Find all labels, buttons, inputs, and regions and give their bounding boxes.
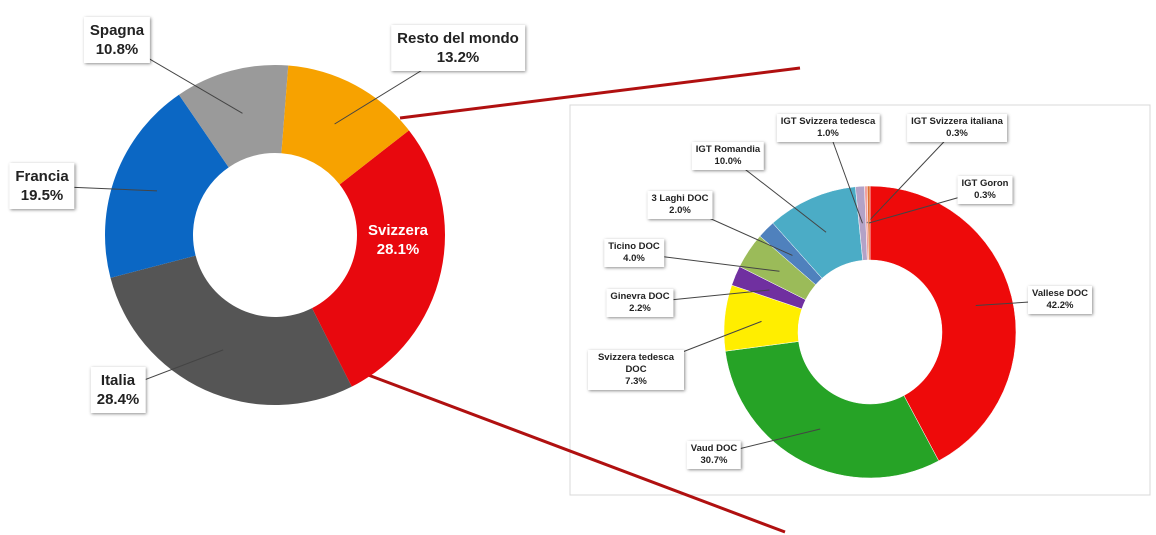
label-value: 1.0%	[817, 128, 839, 139]
label-value: 10.0%	[714, 156, 742, 167]
slice	[866, 185, 871, 261]
label-name: Ticino DOC	[608, 241, 660, 252]
slice	[110, 255, 352, 406]
data-label: IGT Goron 0.3%	[957, 176, 1013, 204]
slice	[312, 130, 445, 387]
label-name: Svizzera tedesca DOC	[597, 352, 675, 375]
zoom-line	[399, 66, 801, 120]
slice	[105, 94, 229, 278]
label-value: 2.0%	[669, 205, 691, 216]
label-value: 0.3%	[946, 128, 968, 139]
data-label: Ginevra DOC 2.2%	[606, 289, 674, 317]
label-name: IGT Goron	[961, 178, 1009, 189]
label-value: 4.0%	[623, 253, 645, 264]
label-value: 42.2%	[1046, 300, 1074, 311]
label-value: 2.2%	[629, 303, 651, 314]
slice	[869, 185, 1017, 462]
data-label: Ticino DOC 4.0%	[604, 239, 664, 267]
label-value: 19.5%	[20, 187, 64, 204]
label-name: Francia	[15, 168, 69, 185]
label-name: Spagna	[89, 22, 145, 39]
label-value: 7.3%	[625, 376, 647, 387]
leader-line	[827, 127, 863, 224]
label-value: 30.7%	[700, 455, 728, 466]
data-label: Vaud DOC 30.7%	[686, 441, 742, 469]
label-name: Svizzera	[367, 222, 429, 239]
data-label: 3 Laghi DOC 2.0%	[647, 191, 713, 219]
data-label: Resto del mondo 13.2%	[391, 25, 525, 71]
data-label: IGT Romandia 10.0%	[691, 142, 765, 170]
label-name: IGT Svizzera italiana	[911, 116, 1003, 127]
data-label: Italia 28.4%	[90, 367, 146, 413]
slice	[178, 65, 289, 168]
label-name: 3 Laghi DOC	[651, 193, 709, 204]
data-label: Vallese DOC 42.2%	[1028, 286, 1092, 314]
data-label: Francia 19.5%	[9, 163, 75, 209]
label-name: Vaud DOC	[690, 443, 738, 454]
label-name: IGT Svizzera tedesca	[780, 116, 876, 127]
label-name: IGT Romandia	[695, 144, 761, 155]
label-name: Ginevra DOC	[610, 291, 670, 302]
data-label: IGT Svizzera tedesca 1.0%	[776, 114, 880, 142]
label-value: 13.2%	[436, 49, 480, 66]
data-label: Svizzera 28.1%	[362, 217, 434, 263]
data-label: Spagna 10.8%	[83, 17, 151, 63]
label-value: 0.3%	[974, 190, 996, 201]
zoom-line	[354, 368, 786, 534]
leader-line	[866, 127, 958, 224]
label-value: 10.8%	[95, 41, 139, 58]
label-value: 28.1%	[376, 241, 420, 258]
label-value: 28.4%	[96, 391, 140, 408]
data-label: Svizzera tedesca DOC 7.3%	[588, 350, 684, 390]
label-name: Italia	[100, 372, 136, 389]
label-name: Resto del mondo	[397, 30, 519, 47]
data-label: IGT Svizzera italiana 0.3%	[907, 114, 1007, 142]
slice	[724, 341, 940, 479]
slice	[281, 65, 409, 185]
label-name: Vallese DOC	[1032, 288, 1088, 299]
